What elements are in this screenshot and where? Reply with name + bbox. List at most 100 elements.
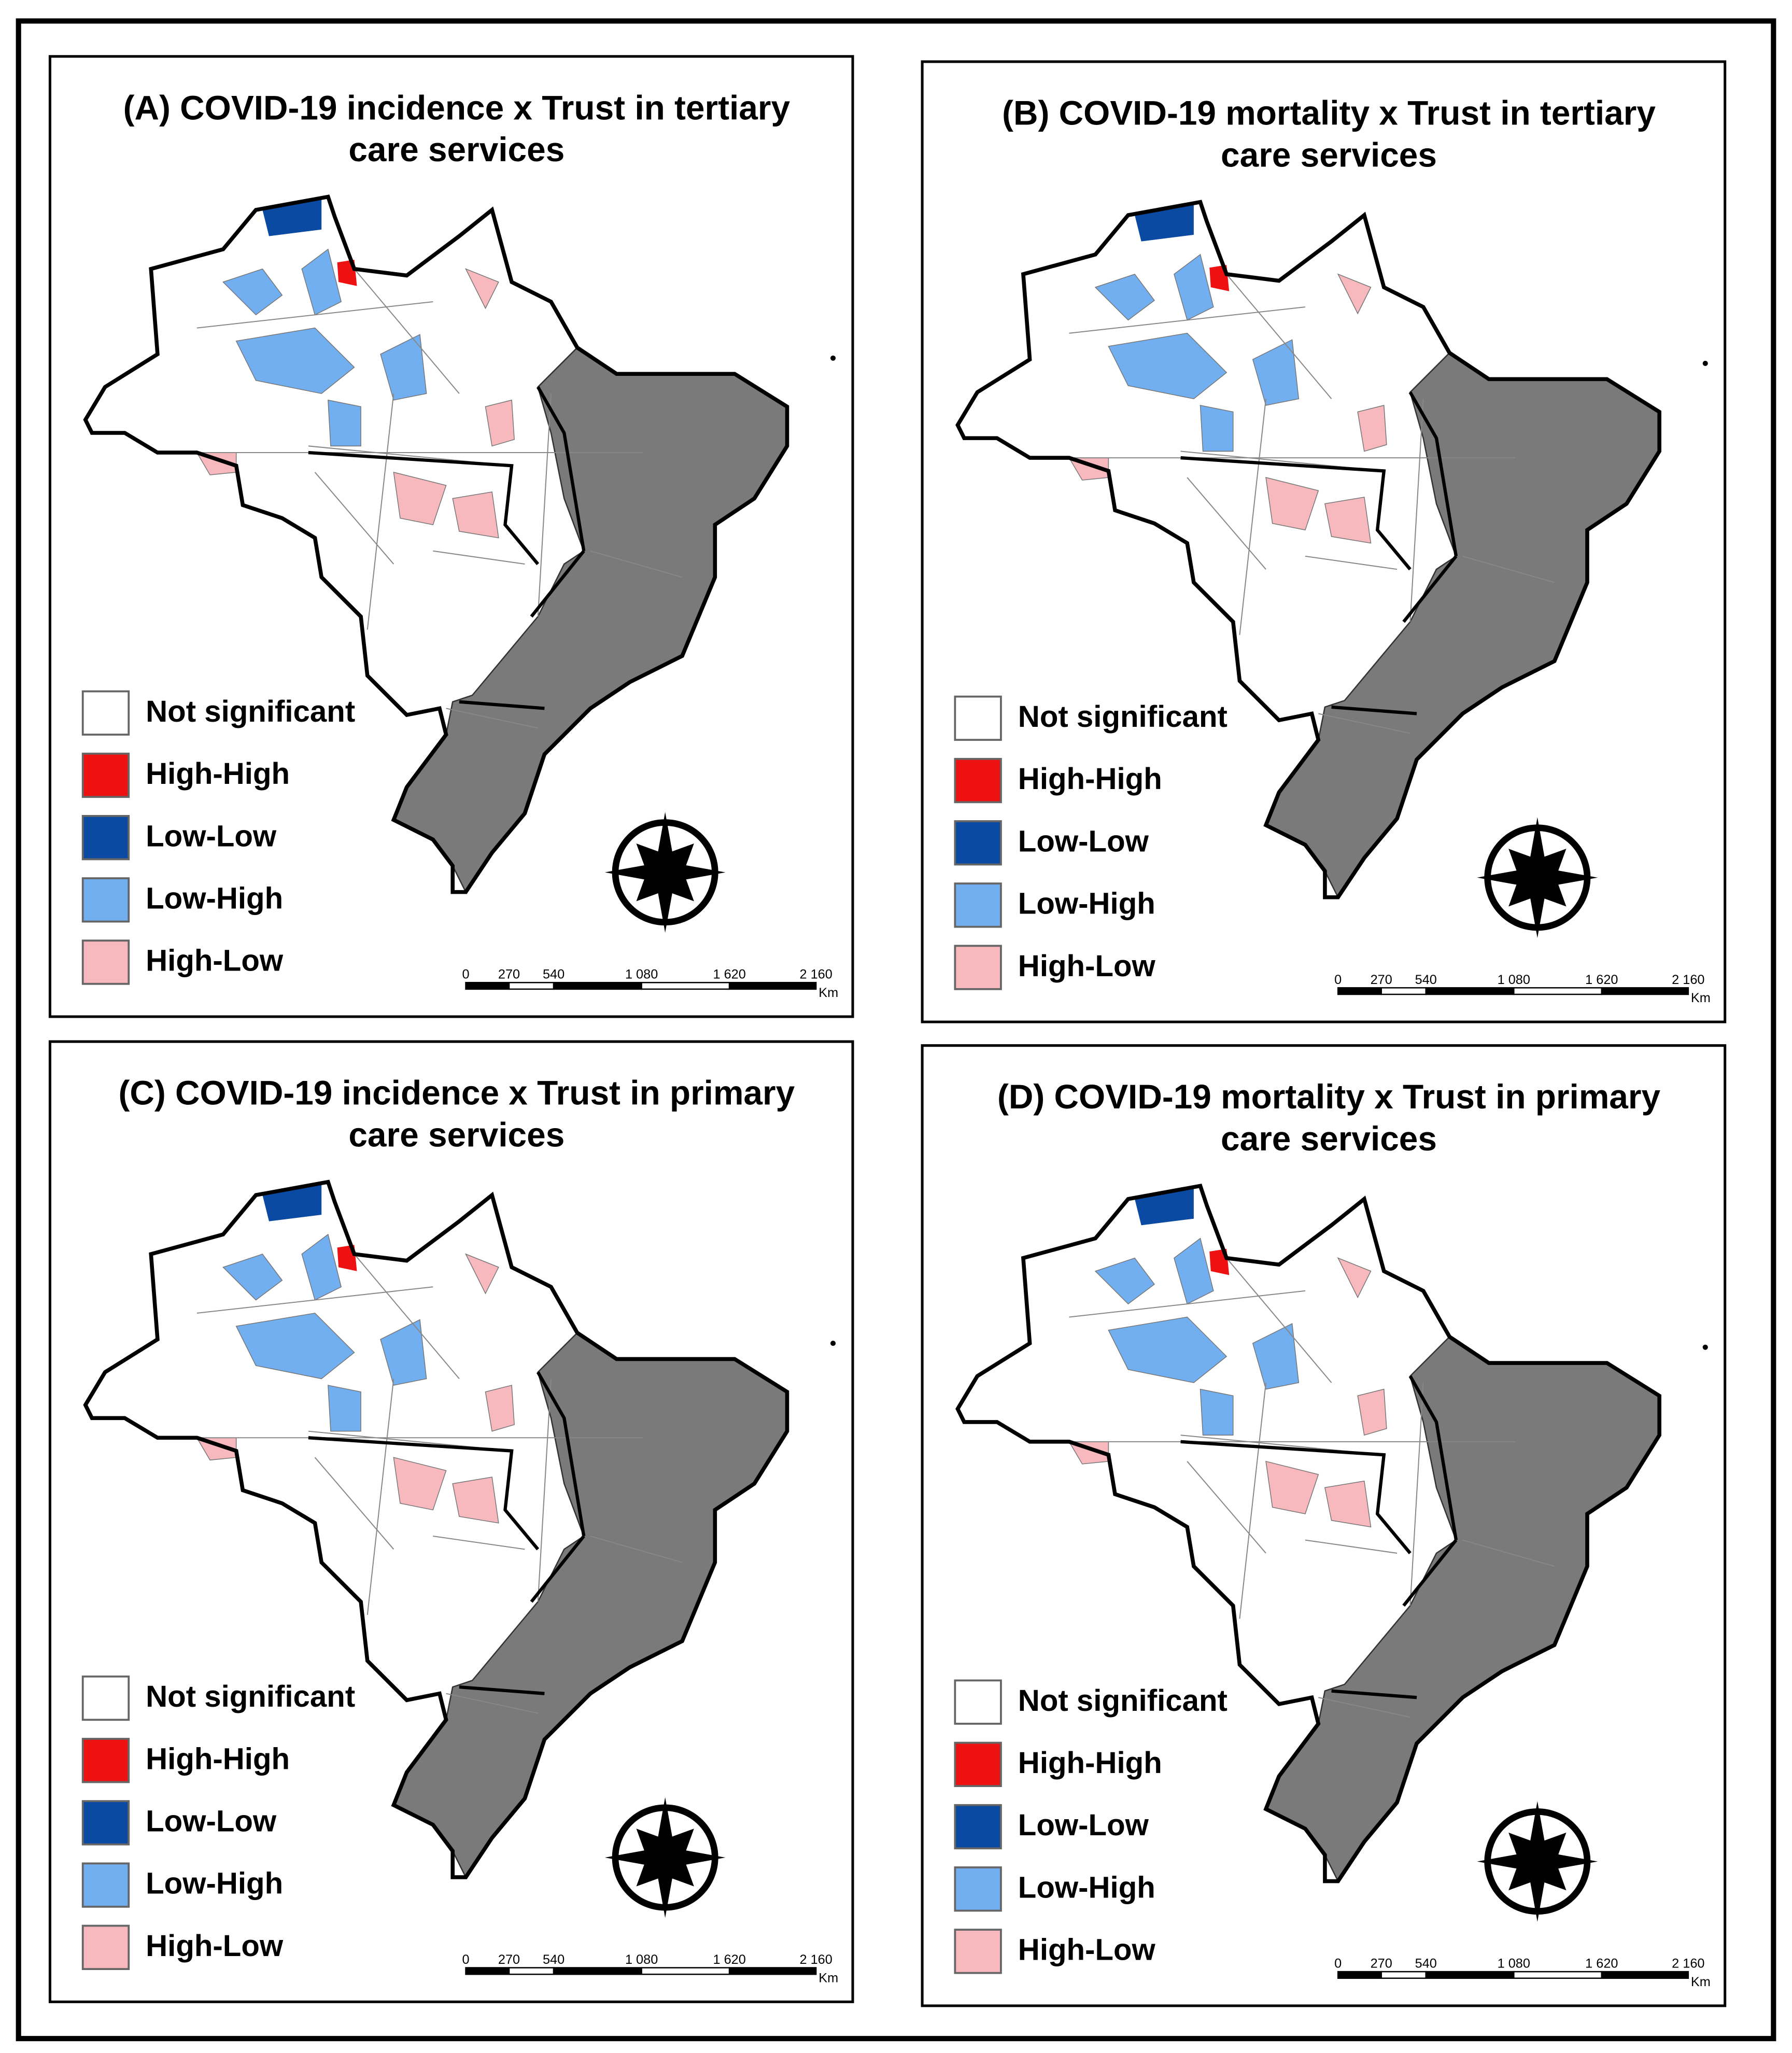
scale-label: 1 620 — [1585, 1957, 1618, 1971]
scale-bar-segment — [1513, 1971, 1603, 1979]
legend-label: Not significant — [1018, 1684, 1227, 1718]
scale-label: 1 080 — [1498, 1957, 1530, 1971]
scale-bar-segment — [641, 981, 730, 990]
scale-label: 0 — [462, 967, 470, 982]
panel-title: (D) COVID-19 mortality x Trust in primar… — [997, 1077, 1660, 1116]
scale-label: 0 — [1334, 1957, 1342, 1971]
scale-unit: Km — [819, 986, 838, 1000]
map-panel: (C) COVID-19 incidence x Trust in primar… — [48, 1040, 854, 2003]
scale-bar-segment — [553, 1967, 642, 1975]
legend-label: Not significant — [146, 695, 355, 728]
legend-label: High-Low — [1018, 1933, 1156, 1967]
scale-label: 1 080 — [1498, 973, 1530, 987]
scale-label: 1 620 — [713, 1952, 745, 1967]
scale-bar-segment — [1601, 987, 1689, 995]
scale-bar-segment — [1425, 987, 1515, 995]
panel-title: care services — [1221, 1119, 1437, 1158]
scale-bar-segment — [465, 981, 510, 990]
scale-bar-segment — [508, 981, 555, 990]
scale-bar-segment — [1380, 1971, 1427, 1979]
scale-label: 1 080 — [625, 967, 658, 982]
legend-swatch — [81, 877, 130, 923]
scale-label: 2 160 — [799, 967, 832, 982]
legend-swatch — [81, 1800, 130, 1846]
scale-bar-segment — [1337, 987, 1382, 995]
legend-label: Low-High — [146, 881, 283, 915]
legend-swatch — [954, 757, 1002, 804]
map-panel: (B) COVID-19 mortality x Trust in tertia… — [921, 60, 1727, 1023]
legend-swatch — [954, 1679, 1002, 1725]
scale-bar-segment — [508, 1967, 555, 1975]
legend-swatch — [81, 1738, 130, 1783]
scale-label: 0 — [1334, 973, 1342, 987]
outer-frame — [16, 18, 1776, 2042]
scale-label: 1 080 — [625, 1952, 658, 1967]
legend-swatch — [954, 1866, 1002, 1912]
legend-label: High-Low — [1018, 949, 1156, 983]
legend-swatch — [81, 1675, 130, 1721]
legend-label: High-Low — [146, 1929, 284, 1963]
legend-swatch — [81, 752, 130, 798]
scale-bar-segment — [728, 1967, 817, 1975]
legend-swatch — [81, 690, 130, 736]
scale-unit: Km — [819, 1971, 838, 1985]
legend-swatch — [81, 1862, 130, 1908]
legend-label: Low-Low — [1018, 1808, 1149, 1842]
legend-label: Low-High — [1018, 1871, 1155, 1904]
legend-label: Not significant — [1018, 700, 1227, 734]
scale-bar-segment — [1337, 1971, 1382, 1979]
legend-label: High-High — [1018, 1746, 1162, 1780]
panel-title: (B) COVID-19 mortality x Trust in tertia… — [1002, 93, 1656, 132]
legend-swatch — [954, 945, 1002, 990]
legend-swatch — [954, 1741, 1002, 1787]
scale-label: 270 — [498, 1952, 520, 1967]
scale-bar-segment — [465, 1967, 510, 1975]
scale-bar-segment — [1513, 987, 1603, 995]
scale-label: 540 — [1415, 1957, 1437, 1971]
legend-swatch — [81, 939, 130, 985]
legend-label: Low-Low — [1018, 824, 1149, 858]
legend-label: High-High — [146, 757, 290, 791]
scale-bar-segment — [553, 981, 642, 990]
scale-label: 2 160 — [799, 1952, 832, 1967]
scale-label: 2 160 — [1672, 1957, 1704, 1971]
panel-title: (C) COVID-19 incidence x Trust in primar… — [118, 1074, 795, 1112]
legend-swatch — [954, 695, 1002, 741]
map-panel: (A) COVID-19 incidence x Trust in tertia… — [48, 55, 854, 1018]
legend-swatch — [954, 1929, 1002, 1974]
scale-bar-segment — [1425, 1971, 1515, 1979]
panel-title: care services — [348, 130, 565, 168]
legend-label: High-Low — [146, 944, 284, 978]
panel-title: (A) COVID-19 incidence x Trust in tertia… — [123, 88, 791, 126]
scale-label: 540 — [543, 967, 565, 982]
scale-label: 270 — [1371, 973, 1392, 987]
legend-label: High-High — [146, 1742, 290, 1776]
panel-title: care services — [1221, 135, 1437, 174]
legend-label: Not significant — [146, 1680, 355, 1713]
legend-label: Low-Low — [146, 819, 277, 853]
legend-swatch — [954, 1804, 1002, 1850]
legend-label: Low-High — [1018, 887, 1155, 921]
scale-label: 0 — [462, 1952, 470, 1967]
legend-swatch — [954, 882, 1002, 928]
map-panel: (D) COVID-19 mortality x Trust in primar… — [921, 1044, 1727, 2007]
legend-label: High-High — [1018, 762, 1162, 796]
legend-swatch — [81, 1924, 130, 1970]
scale-label: 1 620 — [1585, 973, 1618, 987]
panel-title: care services — [348, 1116, 565, 1154]
scale-label: 270 — [498, 967, 520, 982]
legend-label: Low-Low — [146, 1805, 277, 1838]
scale-bar-segment — [641, 1967, 730, 1975]
scale-label: 540 — [1415, 973, 1437, 987]
legend-swatch — [954, 820, 1002, 866]
scale-unit: Km — [1691, 1975, 1711, 1989]
scale-label: 540 — [543, 1952, 565, 1967]
legend-swatch — [81, 814, 130, 861]
scale-label: 270 — [1371, 1957, 1392, 1971]
scale-label: 1 620 — [713, 967, 745, 982]
scale-bar-segment — [1380, 987, 1427, 995]
scale-bar-segment — [1601, 1971, 1689, 1979]
scale-bar-segment — [728, 981, 817, 990]
